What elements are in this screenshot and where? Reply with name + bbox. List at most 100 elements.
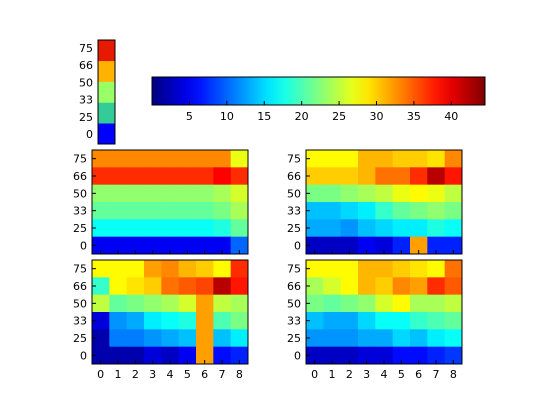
heatmap-cell xyxy=(323,329,342,348)
horizontal-colorbar-tick-label: 35 xyxy=(407,110,421,123)
heatmap-cell xyxy=(323,312,342,330)
heatmap-cell xyxy=(375,184,394,203)
heatmap-cell xyxy=(196,260,214,278)
heatmap-ytick-label: 50 xyxy=(287,187,301,200)
heatmap-cell xyxy=(109,329,128,348)
heatmap-cell xyxy=(306,167,324,186)
heatmap-xtick-label: 2 xyxy=(346,368,353,381)
heatmap-xtick-label: 6 xyxy=(201,368,208,381)
heatmap-cell xyxy=(444,150,463,168)
heatmap-ytick-label: 25 xyxy=(73,332,87,345)
heatmap-cell xyxy=(375,312,394,330)
heatmap-cell xyxy=(178,150,197,168)
horizontal-colorbar-tick-label: 5 xyxy=(186,110,193,123)
heatmap-ytick-label: 0 xyxy=(294,239,301,252)
heatmap-cell xyxy=(358,312,376,330)
heatmap-cell xyxy=(392,346,411,365)
heatmap-cell xyxy=(340,219,359,238)
heatmap-cell xyxy=(109,236,128,255)
heatmap-cell xyxy=(144,219,162,238)
vertical-colorbar-frame xyxy=(97,39,116,145)
heatmap-cell xyxy=(427,219,446,238)
heatmap-cell xyxy=(392,202,411,220)
heatmap-cell xyxy=(444,202,463,220)
heatmap-cell xyxy=(375,277,394,296)
heatmap-cell xyxy=(410,346,428,365)
heatmap-cell xyxy=(196,167,214,186)
heatmap-cell xyxy=(444,236,463,255)
heatmap-cell xyxy=(144,184,162,203)
horizontal-colorbar-tick-label: 10 xyxy=(220,110,234,123)
heatmap-cell xyxy=(306,329,324,348)
horizontal-colorbar-frame xyxy=(151,76,486,106)
heatmap-cell xyxy=(323,277,342,296)
horizontal-colorbar-tick-label: 30 xyxy=(369,110,383,123)
heatmap-cell xyxy=(213,294,232,313)
heatmap-cell xyxy=(213,236,232,255)
heatmap-ytick-label: 66 xyxy=(287,280,301,293)
heatmap-cell xyxy=(196,184,214,203)
heatmap-cell xyxy=(392,167,411,186)
heatmap-cell xyxy=(444,329,463,348)
heatmap-cell xyxy=(178,236,197,255)
heatmap-cell xyxy=(427,236,446,255)
heatmap-cell xyxy=(306,184,324,203)
heatmap-cell xyxy=(410,329,428,348)
vertical-colorbar-band xyxy=(98,60,115,82)
heatmap-cell xyxy=(161,277,180,296)
heatmap-cell xyxy=(178,346,197,365)
vertical-colorbar-tick-label: 50 xyxy=(79,76,93,89)
heatmap-cell xyxy=(213,312,232,330)
heatmap-cell xyxy=(340,277,359,296)
heatmap-cell xyxy=(178,202,197,220)
heatmap-cell xyxy=(410,184,428,203)
heatmap-cell xyxy=(375,150,394,168)
heatmap-cell xyxy=(306,219,324,238)
heatmap-cell xyxy=(427,294,446,313)
heatmap-cell xyxy=(323,202,342,220)
heatmap-cell xyxy=(358,260,376,278)
heatmap-cell xyxy=(196,294,214,313)
heatmap-cell xyxy=(410,277,428,296)
heatmap-cell xyxy=(161,294,180,313)
heatmap-cell xyxy=(410,219,428,238)
vertical-colorbar-band xyxy=(98,81,115,103)
heatmap-cell xyxy=(340,260,359,278)
heatmap-cell xyxy=(213,219,232,238)
heatmap-ytick-label: 33 xyxy=(73,315,87,328)
heatmap-ytick-label: 0 xyxy=(294,349,301,362)
heatmap-cell xyxy=(392,294,411,313)
heatmap-xtick-label: 2 xyxy=(132,368,139,381)
heatmap-cell xyxy=(306,202,324,220)
heatmap-cell xyxy=(109,167,128,186)
heatmap-cell xyxy=(375,236,394,255)
heatmap-xtick-label: 8 xyxy=(450,368,457,381)
heatmap-cell xyxy=(92,236,110,255)
heatmap-cell xyxy=(306,150,324,168)
heatmap-cell xyxy=(358,277,376,296)
heatmap-cell xyxy=(126,219,145,238)
heatmap-cell xyxy=(144,260,162,278)
heatmap-cell xyxy=(196,219,214,238)
heatmap-cell xyxy=(144,346,162,365)
heatmap-cell xyxy=(444,346,463,365)
heatmap-cell xyxy=(126,150,145,168)
heatmap-ytick-label: 66 xyxy=(73,280,87,293)
heatmap-ytick-label: 75 xyxy=(73,263,87,276)
heatmap-cell xyxy=(392,236,411,255)
heatmap-cell xyxy=(161,346,180,365)
heatmap-cell xyxy=(213,202,232,220)
heatmap-cell xyxy=(230,184,249,203)
heatmap-xtick-label: 3 xyxy=(149,368,156,381)
heatmap-cell xyxy=(427,329,446,348)
heatmap-cell xyxy=(230,219,249,238)
horizontal-colorbar-tick-label: 25 xyxy=(332,110,346,123)
heatmap-ytick-label: 50 xyxy=(73,297,87,310)
heatmap-cell xyxy=(230,236,249,255)
heatmap-cell xyxy=(126,346,145,365)
heatmap-cell xyxy=(444,184,463,203)
heatmap-cell xyxy=(92,312,110,330)
heatmap-cell xyxy=(109,219,128,238)
heatmap-cell xyxy=(375,219,394,238)
heatmap-cell xyxy=(144,277,162,296)
